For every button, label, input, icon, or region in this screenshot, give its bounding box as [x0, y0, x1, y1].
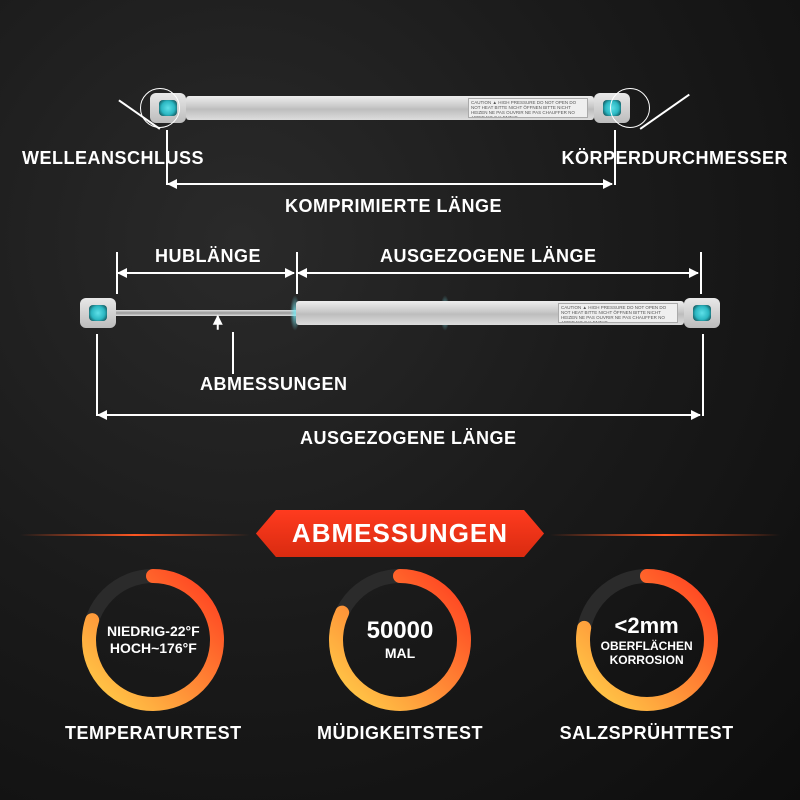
- dim-extended-upper: [298, 272, 698, 274]
- strut-compressed: CAUTION ▲ HIGH PRESSURE DO NOT OPEN DO N…: [150, 90, 630, 126]
- banner-title: ABMESSUNGEN: [256, 510, 544, 557]
- metric-ring: NIEDRIG-22°FHOCH~176°F: [78, 565, 228, 715]
- body-diameter-callout: [610, 88, 650, 128]
- dim-compressed-length: [168, 183, 612, 185]
- strut-extended: CAUTION ▲ HIGH PRESSURE DO NOT OPEN DO N…: [80, 295, 720, 331]
- metric-label: SALZSPRÜHTTEST: [560, 723, 734, 744]
- label-body-diameter: KÖRPERDURCHMESSER: [561, 148, 788, 169]
- metric-value: 50000MAL: [325, 565, 475, 715]
- metric-fatigue: 50000MAL MÜDIGKEITSTEST: [300, 565, 500, 744]
- metric-temperature: NIEDRIG-22°FHOCH~176°F TEMPERATURTEST: [53, 565, 253, 744]
- metric-label: TEMPERATURTEST: [65, 723, 242, 744]
- label-dimensions-callout: ABMESSUNGEN: [200, 374, 348, 395]
- banner: ABMESSUNGEN: [0, 510, 800, 557]
- warning-label: CAUTION ▲ HIGH PRESSURE DO NOT OPEN DO N…: [468, 98, 588, 118]
- metric-ring: 50000MAL: [325, 565, 475, 715]
- label-stroke: HUBLÄNGE: [155, 246, 261, 267]
- dim-stroke: [118, 272, 294, 274]
- shaft-connector-callout: [140, 88, 180, 128]
- metric-ring: <2mmOBERFLÄCHENKORROSION: [572, 565, 722, 715]
- label-extended-lower: AUSGEZOGENE LÄNGE: [300, 428, 517, 449]
- dim-abmessungen: [217, 316, 219, 330]
- metric-value: <2mmOBERFLÄCHENKORROSION: [572, 565, 722, 715]
- metrics-row: NIEDRIG-22°FHOCH~176°F TEMPERATURTEST 5000…: [0, 565, 800, 744]
- metric-salt: <2mmOBERFLÄCHENKORROSION SALZSPRÜHTTEST: [547, 565, 747, 744]
- diagram-area: CAUTION ▲ HIGH PRESSURE DO NOT OPEN DO N…: [0, 0, 800, 480]
- label-compressed-length: KOMPRIMIERTE LÄNGE: [285, 196, 502, 217]
- label-extended-upper: AUSGEZOGENE LÄNGE: [380, 246, 597, 267]
- label-shaft-connector: WELLEANSCHLUSS: [22, 148, 204, 169]
- metric-value: NIEDRIG-22°FHOCH~176°F: [78, 565, 228, 715]
- metric-label: MÜDIGKEITSTEST: [317, 723, 483, 744]
- dim-extended-lower: [98, 414, 700, 416]
- warning-label-2: CAUTION ▲ HIGH PRESSURE DO NOT OPEN DO N…: [558, 303, 678, 323]
